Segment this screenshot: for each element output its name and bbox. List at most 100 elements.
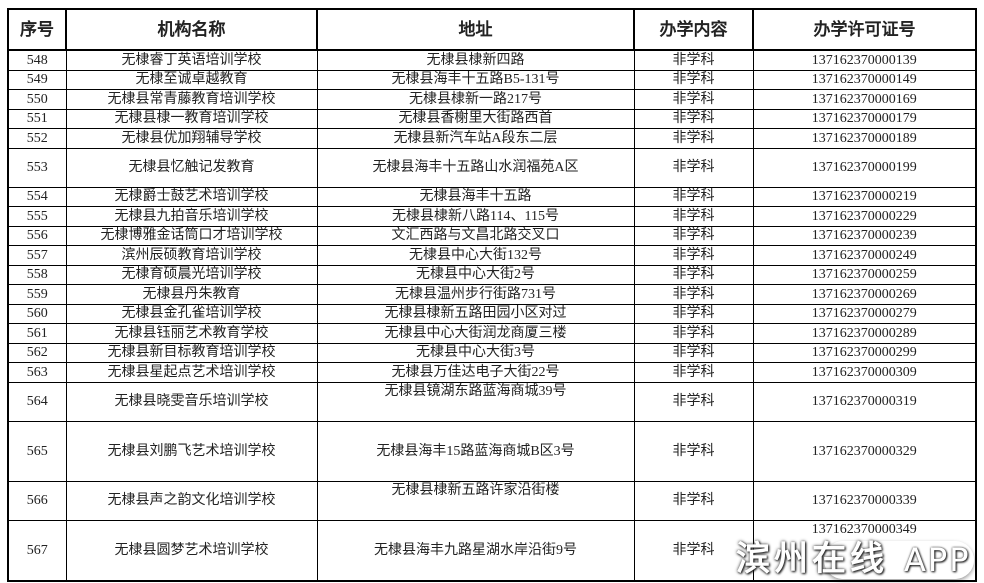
cell-number: 563 [7,362,67,383]
cell-address: 无棣县中心大街2号 [316,264,635,285]
table-row: 561 无棣县钰丽艺术教育学校 无棣县中心大街润龙商厦三楼 非学科 1371623700… [7,323,977,344]
table-row: 553 无棣县忆触记发教育 无棣县海丰十五路山水润福苑A区 非学科 1371623700… [7,147,977,188]
table-row: 560 无棣县金孔雀培训学校 无棣县棣新五路田园小区对过 非学科 13716237000… [7,303,977,324]
watermark-pill [824,541,974,579]
table-row: 550 无棣县常青藤教育培训学校 无棣县棣新一路217号 非学科 13716237000… [7,89,977,110]
table-row: 548 无棣睿丁英语培训学校 无棣县棣新四路 非学科 137162370000139 [7,49,977,71]
table-row: 563 无棣县星起点艺术培训学校 无棣县万佳达电子大街22号 非学科 137162370… [7,362,977,383]
cell-name: 无棣育硕晨光培训学校 [65,264,318,285]
cell-name: 滨州辰硕教育培训学校 [65,245,318,266]
cell-name: 无棣县晓雯音乐培训学校 [65,381,318,422]
cell-license: 137162370000169 [752,89,977,110]
table-row: 566 无棣县声之韵文化培训学校 无棣县棣新五路许家沿街楼 非学科 1371623700… [7,480,977,521]
cell-address: 无棣县镜湖东路蓝海商城39号 [316,381,635,422]
cell-address: 无棣县棣新五路田园小区对过 [316,303,635,324]
table-row: 554 无棣爵士鼓艺术培训学校 无棣县海丰十五路 非学科 137162370000219 [7,186,977,207]
cell-number: 565 [7,420,67,482]
cell-content: 非学科 [633,362,754,383]
cell-content: 非学科 [633,225,754,246]
cell-name: 无棣县刘鹏飞艺术培训学校 [65,420,318,482]
cell-name: 无棣县九拍音乐培训学校 [65,206,318,227]
table-row: 567 无棣县圆梦艺术培训学校 无棣县海丰九路星湖水岸沿街9号 非学科 13716237… [7,519,977,581]
cell-number: 558 [7,264,67,285]
cell-address: 无棣县棣新四路 [316,49,635,71]
header-name: 机构名称 [65,8,318,51]
cell-license: 137162370000269 [752,284,977,305]
cell-license: 137162370000279 [752,303,977,324]
table-row: 551 无棣县棣一教育培训学校 无棣县香榭里大街路西首 非学科 137162370000… [7,108,977,129]
cell-license: 137162370000339 [752,480,977,521]
cell-license: 137162370000299 [752,342,977,363]
cell-name: 无棣县丹朱教育 [65,284,318,305]
cell-number: 554 [7,186,67,207]
table-row: 562 无棣县新目标教育培训学校 无棣县中心大街3号 非学科 1371623700002… [7,342,977,363]
cell-number: 549 [7,69,67,90]
cell-license: 137162370000249 [752,245,977,266]
cell-number: 555 [7,206,67,227]
cell-number: 564 [7,381,67,422]
cell-name: 无棣博雅金话筒口才培训学校 [65,225,318,246]
cell-address: 无棣县中心大街润龙商厦三楼 [316,323,635,344]
cell-license: 137162370000199 [752,147,977,188]
cell-content: 非学科 [633,264,754,285]
table-header-row: 序号 机构名称 地址 办学内容 办学许可证号 [7,8,977,51]
cell-address: 无棣县海丰九路星湖水岸沿街9号 [316,519,635,581]
cell-number: 561 [7,323,67,344]
cell-license: 137162370000319 [752,381,977,422]
cell-license: 137162370000259 [752,264,977,285]
cell-license: 137162370000309 [752,362,977,383]
cell-number: 556 [7,225,67,246]
cell-name: 无棣县新目标教育培训学校 [65,342,318,363]
table-row: 565 无棣县刘鹏飞艺术培训学校 无棣县海丰15路蓝海商城B区3号 非学科 137162… [7,420,977,482]
cell-license: 137162370000179 [752,108,977,129]
table-row: 564 无棣县晓雯音乐培训学校 无棣县镜湖东路蓝海商城39号 非学科 137162370… [7,381,977,422]
cell-address: 无棣县海丰十五路 [316,186,635,207]
table-row: 558 无棣育硕晨光培训学校 无棣县中心大街2号 非学科 137162370000259 [7,264,977,285]
cell-address: 无棣县新汽车站A段东二层 [316,128,635,149]
cell-content: 非学科 [633,381,754,422]
cell-name: 无棣睿丁英语培训学校 [65,49,318,71]
watermark-app: APP [904,541,971,579]
table-row: 552 无棣县优加翔辅导学校 无棣县新汽车站A段东二层 非学科 137162370000… [7,128,977,149]
table-row: 555 无棣县九拍音乐培训学校 无棣县棣新八路114、115号 非学科 13716237… [7,206,977,227]
cell-number: 552 [7,128,67,149]
cell-content: 非学科 [633,69,754,90]
header-number: 序号 [7,8,67,51]
cell-number: 562 [7,342,67,363]
cell-content: 非学科 [633,284,754,305]
cell-content: 非学科 [633,206,754,227]
cell-number: 567 [7,519,67,581]
cell-address: 无棣县海丰十五路山水润福苑A区 [316,147,635,188]
table-row: 549 无棣至诚卓越教育 无棣县海丰十五路B5-131号 非学科 13716237000… [7,69,977,90]
cell-name: 无棣县常青藤教育培训学校 [65,89,318,110]
cell-name: 无棣至诚卓越教育 [65,69,318,90]
cell-address: 文汇西路与文昌北路交叉口 [316,225,635,246]
header-address: 地址 [316,8,635,51]
cell-content: 非学科 [633,128,754,149]
cell-address: 无棣县中心大街3号 [316,342,635,363]
cell-content: 非学科 [633,420,754,482]
cell-content: 非学科 [633,89,754,110]
cell-name: 无棣县优加翔辅导学校 [65,128,318,149]
cell-license: 137162370000229 [752,206,977,227]
cell-number: 566 [7,480,67,521]
cell-content: 非学科 [633,49,754,71]
table-row: 556 无棣博雅金话筒口才培训学校 文汇西路与文昌北路交叉口 非学科 137162370… [7,225,977,246]
cell-license: 137162370000149 [752,69,977,90]
cell-number: 550 [7,89,67,110]
cell-license: 137162370000219 [752,186,977,207]
cell-address: 无棣县棣新一路217号 [316,89,635,110]
school-license-table: 序号 机构名称 地址 办学内容 办学许可证号 548 无棣睿丁英语培训学校 无棣县棣… [7,8,977,582]
cell-number: 548 [7,49,67,71]
cell-number: 557 [7,245,67,266]
cell-name: 无棣县棣一教育培训学校 [65,108,318,129]
cell-name: 无棣县忆触记发教育 [65,147,318,188]
watermark-logo: 滨州在线 APP [730,541,980,581]
cell-license: 137162370000139 [752,49,977,71]
cell-content: 非学科 [633,108,754,129]
cell-number: 553 [7,147,67,188]
cell-content: 非学科 [633,323,754,344]
cell-content: 非学科 [633,245,754,266]
cell-address: 无棣县中心大街132号 [316,245,635,266]
cell-address: 无棣县温州步行街路731号 [316,284,635,305]
